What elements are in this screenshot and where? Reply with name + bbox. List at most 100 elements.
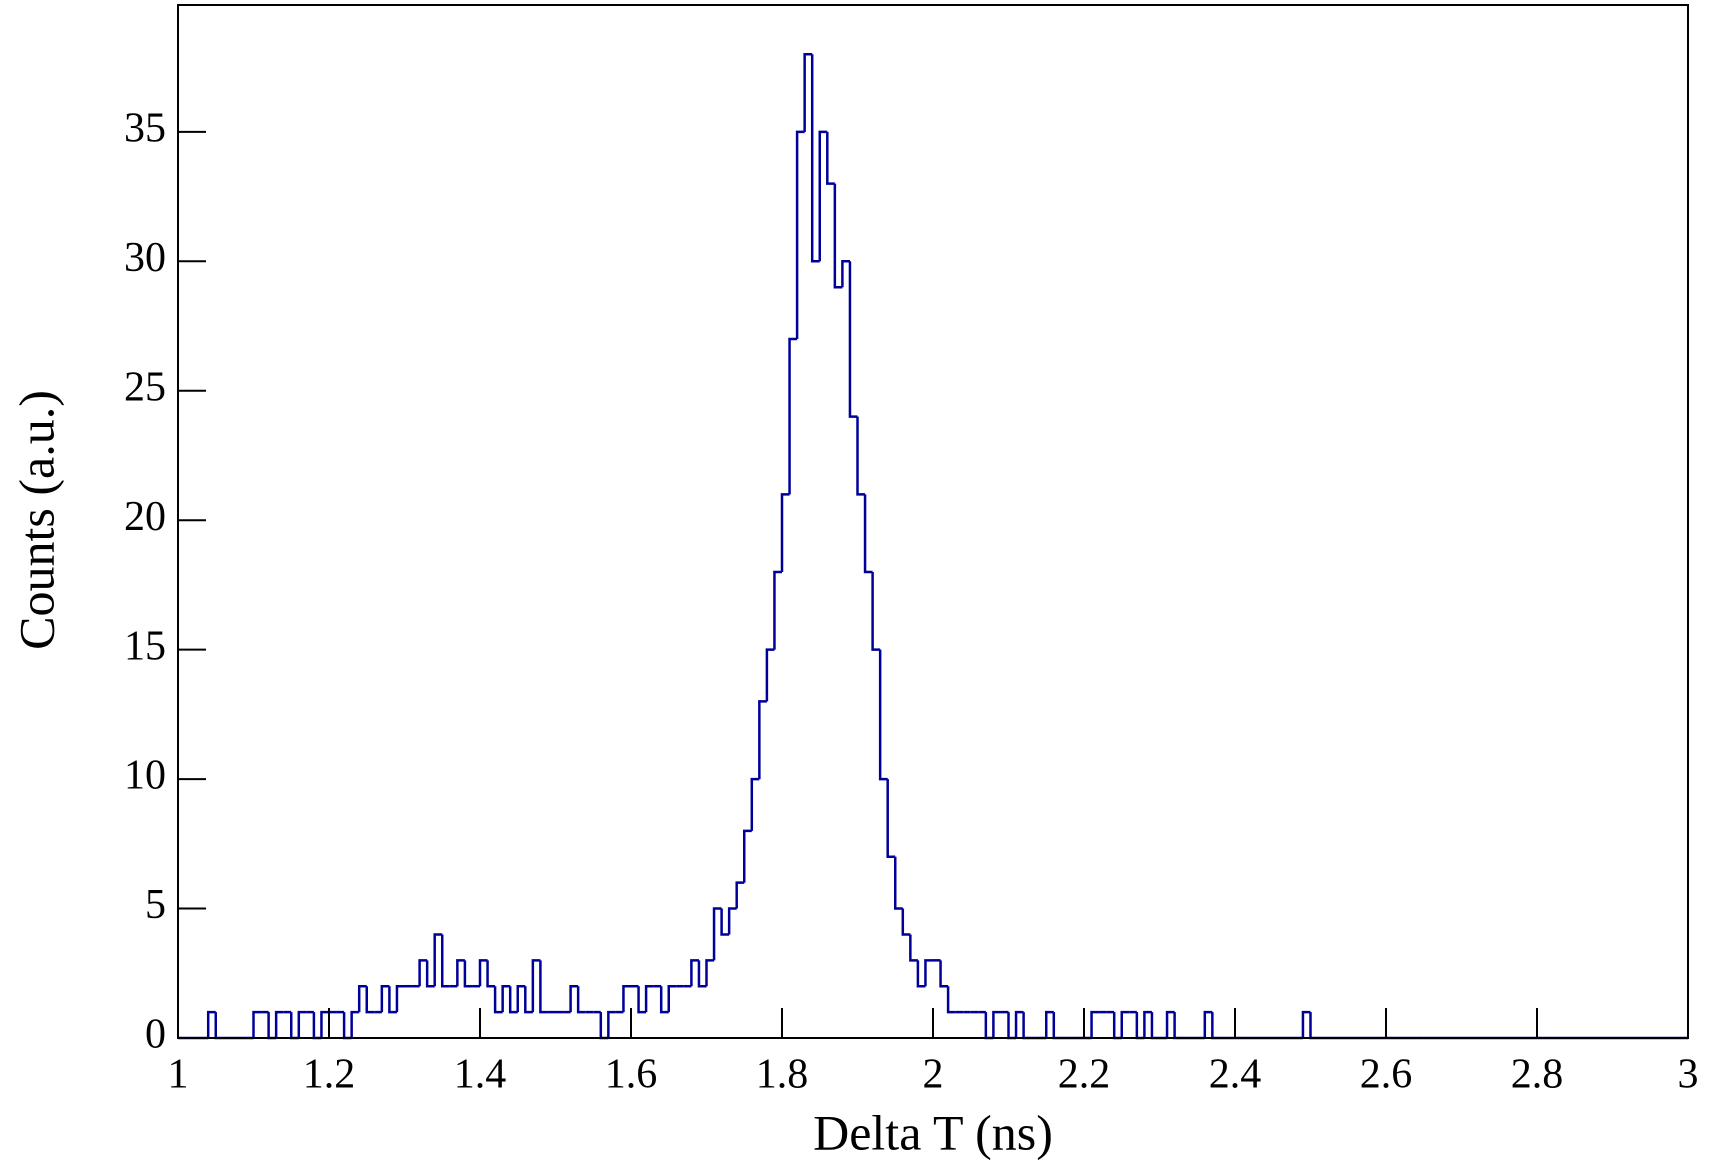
histogram-bin xyxy=(320,1010,329,1038)
y-tick-label: 15 xyxy=(124,623,166,669)
histogram-bin xyxy=(1309,1012,1319,1040)
x-tick-label: 2.4 xyxy=(1209,1052,1262,1098)
histogram-bin xyxy=(1173,1012,1183,1040)
histogram-bin xyxy=(705,959,715,987)
histogram-bin xyxy=(456,959,465,987)
histogram-bin xyxy=(214,1012,224,1040)
histogram-bin xyxy=(878,649,888,781)
histogram-bin xyxy=(750,777,760,831)
x-tick-label: 2 xyxy=(923,1052,944,1098)
histogram-bin xyxy=(516,984,526,1013)
histogram-bin xyxy=(924,959,933,987)
histogram-bin xyxy=(1120,1010,1130,1038)
histogram-bin xyxy=(780,493,790,572)
histogram-bin xyxy=(765,648,775,702)
histogram-bin xyxy=(441,934,450,988)
histogram-bin xyxy=(418,959,428,987)
histogram-bin xyxy=(773,570,782,650)
histogram-bin xyxy=(856,416,866,496)
histogram-bin xyxy=(810,54,820,263)
x-axis-label: Delta T (ns) xyxy=(813,1104,1053,1160)
histogram-bin xyxy=(659,986,669,1014)
histogram-bin xyxy=(622,984,631,1013)
histogram-bin xyxy=(841,260,850,288)
y-axis-label: Counts (a.u.) xyxy=(8,390,64,650)
histogram-bin xyxy=(493,986,503,1014)
histogram-bin xyxy=(1301,1010,1311,1038)
y-tick-label: 20 xyxy=(124,494,166,540)
histogram-bin xyxy=(388,986,397,1014)
histogram-bin xyxy=(939,960,949,988)
histogram-bin xyxy=(252,1010,262,1038)
histogram-bin xyxy=(1022,1012,1032,1040)
y-tick-label: 10 xyxy=(124,753,166,799)
x-tick-label: 2.2 xyxy=(1058,1052,1111,1098)
histogram-bin xyxy=(357,984,367,1013)
histogram-bin xyxy=(637,986,647,1014)
histogram-bin xyxy=(803,52,813,132)
histogram-bin xyxy=(486,960,496,988)
histogram-bin xyxy=(916,960,926,988)
histogram-bin xyxy=(274,1010,284,1038)
histogram-bin xyxy=(795,130,805,339)
histogram-bin xyxy=(848,261,858,418)
x-tick-label: 1.6 xyxy=(605,1052,658,1098)
histogram-bin xyxy=(758,700,767,780)
histogram-bin xyxy=(531,959,541,1013)
histogram-bin xyxy=(508,986,518,1014)
histogram-bin xyxy=(946,986,956,1014)
histogram-bin xyxy=(297,1010,307,1038)
histogram-bin xyxy=(818,130,828,262)
histogram-bin xyxy=(697,960,707,988)
x-tick-label: 3 xyxy=(1678,1052,1699,1098)
histogram-bin xyxy=(644,984,654,1013)
x-tick-label: 1.4 xyxy=(454,1052,507,1098)
histogram-bin xyxy=(463,960,473,988)
histogram-bin xyxy=(690,959,699,987)
histogram-bin xyxy=(425,960,435,988)
histogram-bin xyxy=(826,131,835,185)
histogram-bin xyxy=(1045,1010,1054,1038)
histogram-bin xyxy=(727,907,737,935)
histogram-bin xyxy=(788,337,798,495)
y-tick-label: 5 xyxy=(145,882,166,928)
histogram-bin xyxy=(735,881,745,909)
histogram-bin xyxy=(1150,1012,1160,1040)
x-tick-label: 2.6 xyxy=(1360,1052,1413,1098)
plot-frame xyxy=(177,4,1689,1039)
histogram-bin xyxy=(395,984,405,1013)
histogram-bin xyxy=(1211,1012,1220,1040)
histogram-bin xyxy=(667,984,677,1013)
histogram-bin xyxy=(1014,1010,1024,1038)
histogram-bin xyxy=(1203,1010,1213,1038)
histogram-bin xyxy=(539,960,548,1014)
x-tick-label: 2.8 xyxy=(1511,1052,1564,1098)
histogram-bin xyxy=(576,986,586,1014)
histogram-bin xyxy=(607,1010,616,1038)
histogram-bin xyxy=(524,986,533,1014)
histogram-bin xyxy=(886,779,896,859)
histogram-bin xyxy=(1052,1012,1062,1040)
x-tick-label: 1 xyxy=(168,1052,189,1098)
x-tick-label: 1.8 xyxy=(756,1052,809,1098)
y-tick-label: 0 xyxy=(145,1012,166,1058)
histogram-bin xyxy=(350,1010,360,1038)
histogram-bin xyxy=(871,571,881,651)
y-tick-label: 25 xyxy=(124,364,166,410)
x-tick-label: 1.2 xyxy=(303,1052,356,1098)
histogram-bin xyxy=(720,908,730,936)
histogram-bin xyxy=(992,1010,1001,1038)
histogram-bin xyxy=(712,907,722,961)
histogram-bin xyxy=(501,984,511,1013)
histogram-bin xyxy=(1090,1010,1100,1038)
histogram-bin xyxy=(894,856,903,910)
histogram-bin xyxy=(206,1010,216,1038)
y-tick-label: 35 xyxy=(124,106,166,152)
histogram-bin xyxy=(478,959,488,987)
histogram-bin xyxy=(433,933,443,987)
histogram-bin xyxy=(909,934,918,962)
histogram-bin xyxy=(380,984,390,1013)
histogram-bin xyxy=(833,183,843,289)
histogram-bin xyxy=(743,829,752,883)
